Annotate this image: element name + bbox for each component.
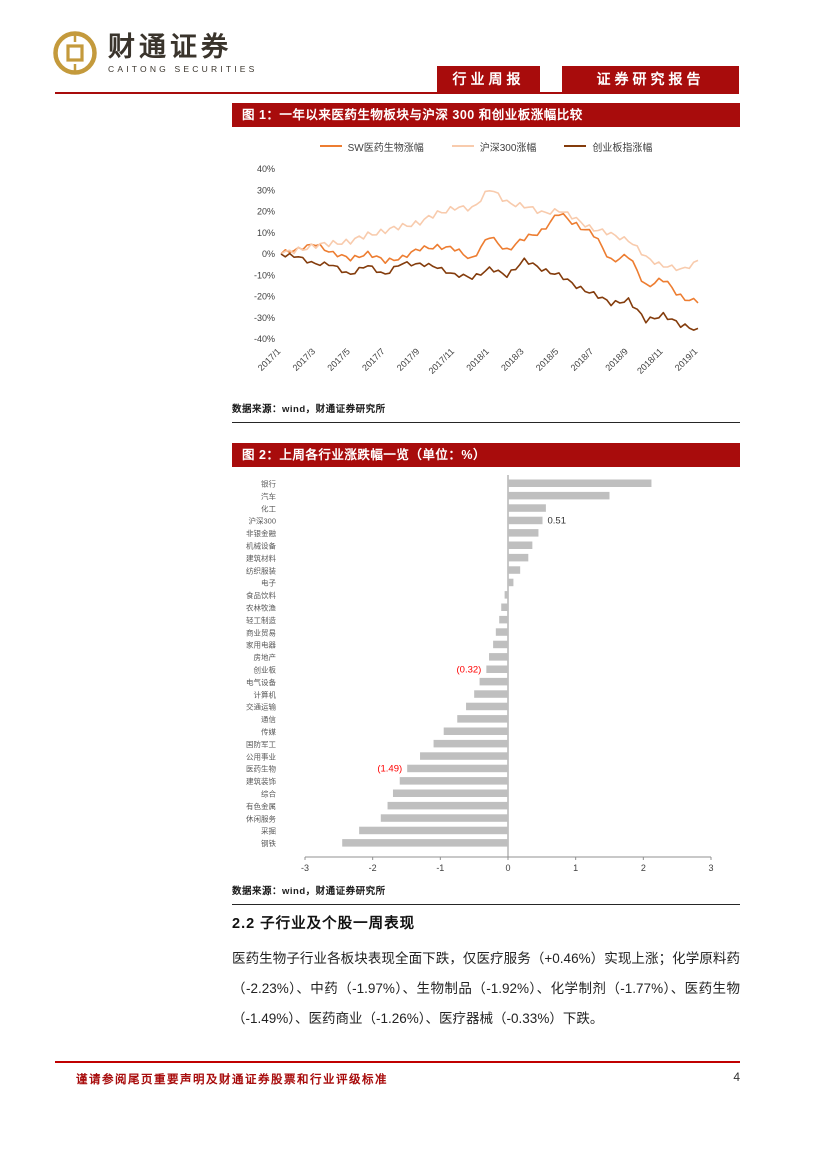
legend-item: 沪深300涨幅: [451, 139, 537, 154]
figure2-source: 数据来源：wind，财通证券研究所: [232, 883, 740, 905]
svg-text:10%: 10%: [257, 228, 275, 238]
legend-item: SW医药生物涨幅: [319, 139, 424, 154]
svg-text:综合: 综合: [261, 789, 276, 799]
legend-item: 创业板指涨幅: [564, 139, 652, 154]
svg-text:(0.32): (0.32): [457, 665, 482, 676]
svg-text:-20%: -20%: [254, 292, 275, 302]
svg-text:2017/1: 2017/1: [256, 346, 283, 373]
svg-text:30%: 30%: [257, 185, 275, 195]
svg-text:商业贸易: 商业贸易: [246, 627, 276, 637]
logo-cn: 财通证券: [108, 32, 232, 62]
svg-text:公用事业: 公用事业: [246, 751, 276, 761]
svg-text:1: 1: [573, 863, 578, 873]
svg-text:-40%: -40%: [254, 334, 275, 344]
svg-text:电气设备: 电气设备: [246, 677, 276, 687]
svg-text:3: 3: [708, 863, 713, 873]
svg-text:20%: 20%: [257, 207, 275, 217]
figure1-source: 数据来源：wind，财通证券研究所: [232, 401, 740, 423]
svg-text:采掘: 采掘: [261, 826, 276, 836]
badge-industry-weekly: 行业周报: [437, 66, 540, 92]
footer-divider: [55, 1061, 740, 1063]
svg-text:机械设备: 机械设备: [246, 541, 276, 551]
svg-text:非银金融: 非银金融: [246, 528, 276, 538]
svg-text:0%: 0%: [262, 249, 275, 259]
footer-disclaimer: 谨请参阅尾页重要声明及财通证券股票和行业评级标准: [76, 1074, 388, 1086]
svg-text:40%: 40%: [257, 164, 275, 174]
svg-text:-2: -2: [369, 863, 377, 873]
svg-text:休闲服务: 休闲服务: [246, 813, 276, 823]
legend-swatch: [564, 145, 587, 147]
figure2-title: 图 2：上周各行业涨跌幅一览（单位：%）: [232, 443, 740, 467]
svg-text:通信: 通信: [261, 714, 276, 724]
svg-text:2018/9: 2018/9: [603, 346, 630, 373]
legend-label: SW医药生物涨幅: [347, 142, 424, 154]
svg-text:房地产: 房地产: [254, 652, 277, 662]
svg-text:2018/3: 2018/3: [499, 346, 526, 373]
legend-swatch: [451, 145, 474, 147]
svg-text:电子: 电子: [261, 578, 276, 588]
svg-text:-30%: -30%: [254, 313, 275, 323]
legend-label: 创业板指涨幅: [592, 142, 653, 154]
badge-research-report: 证券研究报告: [562, 66, 739, 92]
svg-text:2017/3: 2017/3: [291, 346, 318, 373]
svg-text:-10%: -10%: [254, 270, 275, 280]
svg-text:建筑装饰: 建筑装饰: [246, 776, 276, 786]
header-divider: [55, 92, 739, 94]
logo-en: CAITONG SECURITIES: [108, 64, 258, 74]
section-paragraph: 医药生物子行业各板块表现全面下跌，仅医疗服务（+0.46%）实现上涨；化学原料药…: [232, 951, 740, 1026]
index-performance-line-chart: 40% 30% 20% 10% 0% -10% -20% -30% -40% 2017/1 2017…: [254, 164, 700, 376]
svg-text:医药生物: 医药生物: [246, 764, 276, 774]
svg-text:银行: 银行: [261, 479, 276, 489]
svg-text:食品饮料: 食品饮料: [246, 590, 276, 600]
section-heading: 2.2 子行业及个股一周表现: [232, 916, 416, 932]
svg-text:(1.49): (1.49): [377, 764, 402, 775]
svg-text:家用电器: 家用电器: [246, 640, 276, 650]
company-logo: 财通证券 CAITONG SECURITIES: [52, 30, 258, 76]
svg-text:有色金属: 有色金属: [246, 801, 276, 811]
svg-text:-1: -1: [436, 863, 444, 873]
svg-text:2018/1: 2018/1: [464, 346, 491, 373]
svg-text:2018/11: 2018/11: [635, 346, 665, 376]
svg-text:0.51: 0.51: [548, 516, 567, 527]
page-number: 4: [733, 1070, 740, 1084]
logo-text: 财通证券 CAITONG SECURITIES: [108, 32, 258, 74]
svg-text:2017/7: 2017/7: [360, 346, 387, 373]
svg-text:2018/7: 2018/7: [569, 346, 596, 373]
svg-text:交通运输: 交通运输: [246, 702, 276, 712]
svg-text:2017/5: 2017/5: [325, 346, 352, 373]
figure-1: 图 1：一年以来医药生物板块与沪深 300 和创业板涨幅比较 SW医药生物涨幅 沪…: [232, 103, 740, 423]
svg-text:国防军工: 国防军工: [246, 739, 276, 749]
figure1-title: 图 1：一年以来医药生物板块与沪深 300 和创业板涨幅比较: [232, 103, 740, 127]
svg-text:-3: -3: [301, 863, 309, 873]
svg-text:汽车: 汽车: [261, 491, 276, 501]
svg-text:化工: 化工: [261, 503, 276, 513]
svg-text:钢铁: 钢铁: [261, 838, 276, 848]
figure-2: 图 2：上周各行业涨跌幅一览（单位：%） 银行汽车化工沪深300 非银金融机械设备…: [232, 443, 740, 905]
svg-text:2017/11: 2017/11: [427, 346, 457, 376]
figure1-legend: SW医药生物涨幅 沪深300涨幅 创业板指涨幅: [232, 135, 740, 157]
svg-text:农林牧渔: 农林牧渔: [246, 603, 276, 613]
svg-text:创业板: 创业板: [254, 665, 277, 675]
svg-text:0: 0: [505, 863, 510, 873]
svg-text:2: 2: [641, 863, 646, 873]
svg-text:传媒: 传媒: [261, 727, 276, 737]
svg-text:纺织服装: 纺织服装: [246, 565, 276, 575]
svg-text:计算机: 计算机: [254, 689, 277, 699]
svg-text:2019/1: 2019/1: [673, 346, 700, 373]
legend-swatch: [319, 145, 342, 147]
legend-label: 沪深300涨幅: [479, 142, 537, 154]
coin-logo-icon: [53, 31, 97, 75]
svg-text:2017/9: 2017/9: [395, 346, 422, 373]
svg-text:沪深300: 沪深300: [248, 516, 276, 526]
svg-text:2018/5: 2018/5: [534, 346, 561, 373]
svg-text:建筑材料: 建筑材料: [246, 553, 276, 563]
svg-text:轻工制造: 轻工制造: [246, 615, 276, 625]
